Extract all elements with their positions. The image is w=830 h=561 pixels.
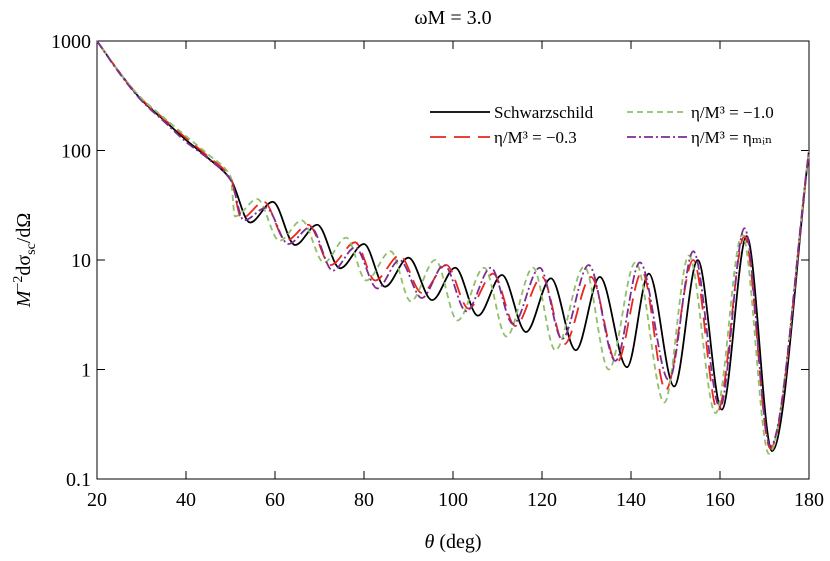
series-line [96, 40, 810, 450]
x-tick-label: 120 [527, 489, 557, 511]
x-tick-label: 160 [705, 489, 735, 511]
legend-label: Schwarzschild [494, 103, 594, 122]
y-label-part: M [13, 289, 35, 308]
y-tick-label: 1000 [51, 31, 91, 53]
y-label-part: /dΩ [13, 213, 35, 243]
x-tick-label: 80 [354, 489, 374, 511]
series-line [96, 40, 810, 455]
y-label-part: −2 [11, 276, 26, 291]
x-tick-label: 60 [265, 489, 285, 511]
chart-title: ωM = 3.0 [414, 7, 491, 29]
y-label-part: dσ [13, 255, 35, 276]
x-axis-label: θ (deg) [424, 531, 481, 553]
y-label-part: sc [24, 243, 39, 255]
x-tick-label: 180 [794, 489, 824, 511]
legend-label: η/M³ = −0.3 [494, 128, 577, 147]
x-label-symbol: θ [424, 531, 434, 553]
x-tick-label: 140 [616, 489, 646, 511]
x-label-unit: (deg) [434, 531, 481, 553]
x-tick-label: 100 [438, 489, 468, 511]
series-line [96, 40, 810, 447]
y-tick-label: 10 [71, 250, 91, 272]
legend-label: η/M³ = −1.0 [691, 103, 774, 122]
legend-label: η/M³ = ηₘᵢₙ [691, 128, 772, 147]
y-axis-label: M−2dσsc/dΩ [11, 213, 39, 308]
y-tick-label: 100 [61, 141, 91, 163]
y-tick-label: 0.1 [66, 469, 91, 491]
y-tick-label: 1 [81, 360, 91, 382]
x-tick-label: 20 [87, 489, 107, 511]
x-tick-label: 40 [176, 489, 196, 511]
